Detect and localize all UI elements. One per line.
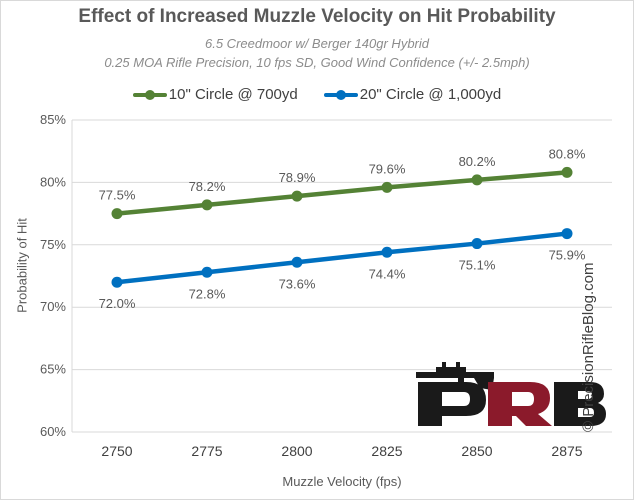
- data-point: [111, 276, 123, 288]
- prb-logo: [416, 362, 606, 426]
- y-tick-label: 60%: [40, 424, 66, 439]
- data-point: [561, 166, 573, 178]
- y-tick-label: 70%: [40, 299, 66, 314]
- data-label: 75.9%: [549, 248, 586, 263]
- data-label: 75.1%: [459, 258, 496, 273]
- logo-letter-r: [488, 382, 552, 426]
- data-label: 80.8%: [549, 146, 586, 161]
- data-point: [201, 266, 213, 278]
- data-point: [291, 256, 303, 268]
- logo-letter-b: [554, 382, 606, 426]
- x-tick-label: 2750: [101, 443, 132, 459]
- y-tick-label: 65%: [40, 362, 66, 377]
- x-tick-label: 2875: [551, 443, 582, 459]
- chart-title: Effect of Increased Muzzle Velocity on H…: [78, 6, 556, 27]
- data-label: 74.4%: [369, 266, 406, 281]
- chart-subtitle-1: 6.5 Creedmoor w/ Berger 140gr Hybrid: [205, 36, 429, 51]
- legend-swatch-series-1: [132, 88, 167, 102]
- logo-letter-p: [418, 382, 486, 426]
- data-label: 78.9%: [279, 170, 316, 185]
- data-label: 79.6%: [369, 161, 406, 176]
- legend-label-series-1: 10" Circle @ 700yd: [168, 86, 298, 103]
- legend-item-series-1: 10" Circle @ 700yd: [132, 86, 298, 103]
- x-tick-label: 2800: [281, 443, 312, 459]
- series-2: 72.0% 72.8% 73.6% 74.4% 75.1% 75.9%: [99, 228, 586, 311]
- series-1: 77.5% 78.2% 78.9% 79.6% 80.2% 80.8%: [99, 146, 586, 220]
- data-label: 72.0%: [99, 296, 136, 311]
- data-label: 78.2%: [189, 179, 226, 194]
- data-point: [471, 238, 483, 250]
- data-point: [201, 199, 213, 211]
- data-point: [381, 246, 393, 258]
- y-axis-label: Probability of Hit: [14, 218, 30, 313]
- data-point: [471, 174, 483, 186]
- data-label: 77.5%: [99, 188, 136, 203]
- y-tick-label: 80%: [40, 174, 66, 189]
- data-label: 80.2%: [459, 154, 496, 169]
- copyright-watermark: © PrecisionRifleBlog.com: [580, 262, 597, 432]
- series-line: [114, 170, 570, 216]
- chart-legend: 10" Circle @ 700yd 20" Circle @ 1,000yd: [0, 86, 634, 103]
- y-tick-label: 85%: [40, 112, 66, 127]
- data-point: [561, 228, 573, 240]
- series-line: [114, 231, 570, 285]
- legend-swatch-series-2: [323, 88, 358, 102]
- data-point: [381, 181, 393, 193]
- data-label: 72.8%: [189, 286, 226, 301]
- x-axis-label: Muzzle Velocity (fps): [282, 474, 402, 489]
- chart-subtitle-2: 0.25 MOA Rifle Precision, 10 fps SD, Goo…: [104, 55, 530, 70]
- x-tick-label: 2850: [461, 443, 492, 459]
- data-point: [291, 190, 303, 202]
- legend-item-series-2: 20" Circle @ 1,000yd: [323, 86, 502, 103]
- data-point: [111, 208, 123, 220]
- x-tick-label: 2825: [371, 443, 402, 459]
- legend-label-series-2: 20" Circle @ 1,000yd: [359, 86, 502, 103]
- y-tick-label: 75%: [40, 237, 66, 252]
- data-label: 73.6%: [279, 276, 316, 291]
- x-tick-label: 2775: [191, 443, 222, 459]
